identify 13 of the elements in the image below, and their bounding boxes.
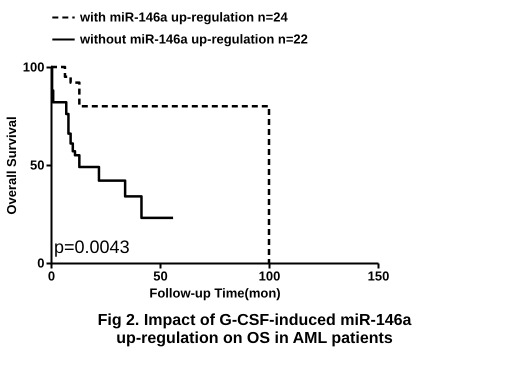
x-axis-title: Follow-up Time(mon) [149, 286, 281, 300]
y-tick-label: 50 [30, 158, 44, 172]
y-axis-title: Overall Survival [4, 116, 19, 215]
x-tick-label: 150 [368, 268, 390, 284]
x-tick-label: 0 [48, 268, 56, 284]
y-tick-label: 100 [22, 60, 44, 74]
legend-label: without miR-146a up-regulation n=22 [79, 32, 308, 46]
text: Fig 2. Impact of G-CSF-induced miR-146a up-regulation on OS in AML patients [98, 312, 412, 347]
annotation: p=0.0043 [54, 237, 130, 257]
x-tick-label: 100 [258, 268, 280, 284]
legend-label: with miR-146a up-regulation n=24 [79, 10, 288, 24]
y-tick-label: 0 [37, 256, 44, 270]
x-tick-label: 50 [153, 268, 168, 284]
